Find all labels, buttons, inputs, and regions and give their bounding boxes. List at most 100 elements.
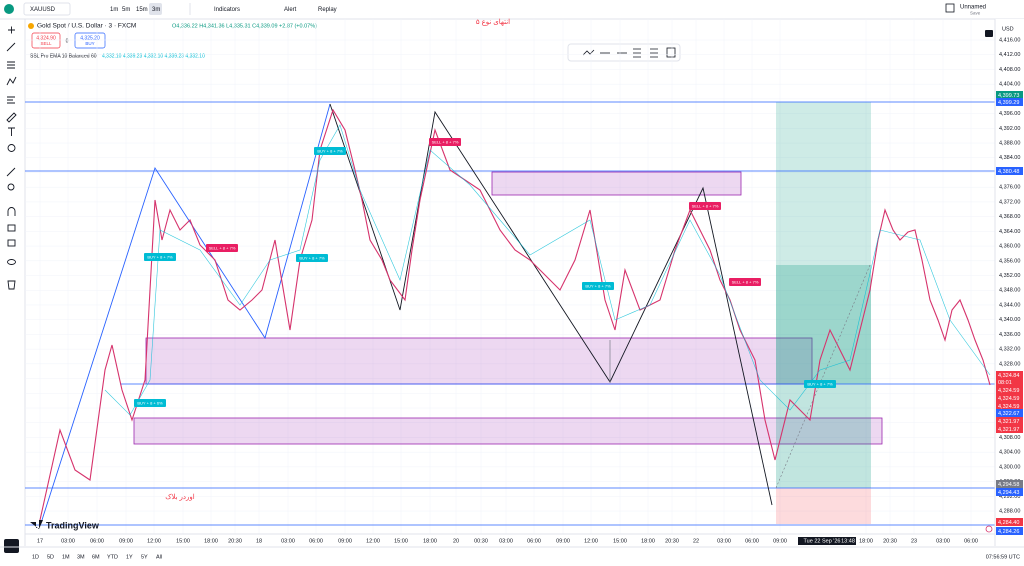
zoom-tool[interactable] [7,183,15,191]
layout-name[interactable]: Unnamed [960,5,986,11]
range-button[interactable]: All [156,554,162,560]
trade-path [775,264,871,489]
price-badge-label: 4,322.67 [998,411,1019,417]
price-badge-label: 4,284.40 [998,520,1019,526]
delete-tool[interactable] [7,280,16,290]
hide-tool[interactable] [7,259,16,265]
signal-label: SELL + 8 + 7% [209,245,236,250]
time-label: 15:00 [394,538,408,544]
range-button[interactable]: 1Y [126,554,133,560]
tool[interactable] [582,49,595,56]
time-label: 09:00 [119,538,133,544]
text-tool[interactable] [8,127,15,136]
sell-label: SELL [40,41,52,46]
magnet-tool[interactable] [7,207,16,216]
tool[interactable] [633,48,641,58]
signal-label: SELL + 8 + 7% [692,203,719,208]
sell-button[interactable] [31,32,61,49]
time-label: 06:00 [309,538,323,544]
price-label: 4,388.00 [999,140,1020,146]
brush-tool[interactable] [6,112,17,123]
price-label: 4,328.00 [999,361,1020,367]
crosshair-tool[interactable] [8,26,15,34]
price-badge [996,488,1023,496]
avatar[interactable] [4,4,14,14]
replay-button[interactable]: Replay [318,7,337,13]
time-label: 09:00 [338,538,352,544]
signal-label: BUY + 8 + 6% [137,400,163,405]
range-button[interactable]: 5D [47,554,54,560]
signal-badge [314,147,346,155]
indicators-button[interactable]: Indicators [214,7,240,13]
price-badge-label: 08:01 [998,380,1012,386]
alert-marker [985,525,993,533]
object-tree[interactable] [4,539,19,553]
range-button[interactable]: 3M [77,554,85,560]
lock-tool[interactable] [7,224,16,232]
price-label: 4,376.00 [999,185,1020,191]
price-label: 4,360.00 [999,244,1020,250]
interval[interactable]: 1m [110,7,118,13]
time-badge [798,537,856,545]
time-label: Tue 22 Sep '26 [804,538,841,544]
indicator-values: 4,332.10 4,339.23 4,332.10 4,339.23 4,33… [102,53,205,59]
time-label: 20:30 [228,538,242,544]
interval[interactable]: 3m [152,7,160,13]
price-badge-label: 4,284.26 [998,529,1019,535]
trend-line-tool[interactable] [6,42,16,52]
time-label: 03:00 [281,538,295,544]
price-badge-label: 4,321.97 [998,427,1019,433]
price-badge-label: 4,324.84 [998,373,1019,379]
price-badge-label: 4,324.59 [998,396,1019,402]
time-label: 12:00 [147,538,161,544]
price-label: 4,416.00 [999,37,1020,43]
price-badge [996,527,1023,535]
interval[interactable]: 15m [136,7,148,13]
time-label: 18:00 [641,538,655,544]
tool[interactable] [650,48,658,58]
price-badge-label: 4,321.97 [998,419,1019,425]
price-label: 4,392.00 [999,126,1020,132]
price-label: 4,332.00 [999,347,1020,353]
price-axis [995,19,1024,546]
alert-button[interactable]: Alert [284,7,297,13]
range-button[interactable]: 5Y [141,554,148,560]
axis-settings[interactable] [985,30,993,37]
range-button[interactable]: 6M [92,554,100,560]
ruler-tool[interactable] [6,167,16,177]
signal-badge [729,278,761,286]
interval[interactable]: 5m [122,7,130,13]
forecast-tool[interactable] [7,96,15,104]
time-label: 18 [256,538,262,544]
range-button[interactable]: YTD [107,554,118,560]
spread: 0 [66,38,69,44]
time-label: 06:00 [964,538,978,544]
price-label: 4,384.00 [999,155,1020,161]
brand: TradingView [46,520,100,530]
fib-tool[interactable] [7,61,15,69]
buy-button[interactable] [74,32,106,49]
tool[interactable] [666,47,676,58]
symbol-search[interactable] [23,2,71,16]
time-label: 03:00 [61,538,75,544]
signal-label: BUY + 8 + 7% [807,381,833,386]
signal-label: SELL + 8 + 7% [732,279,759,284]
price-label: 4,292.00 [999,494,1020,500]
time-label: 06:00 [527,538,541,544]
range-button[interactable]: 1M [62,554,70,560]
time-label: 12:00 [584,538,598,544]
save-button[interactable]: Save [970,11,981,16]
price-badge [996,378,1023,386]
price-badge-label: 4,324.59 [998,404,1019,410]
emoji-tool[interactable] [7,144,16,152]
checkbox[interactable] [945,3,955,13]
pattern-tool[interactable] [6,76,17,86]
range-button[interactable]: 1D [32,554,39,560]
price-badge [996,91,1023,99]
time-label: 09:00 [773,538,787,544]
time-label: 03:00 [936,538,950,544]
price-label: 4,288.00 [999,508,1020,514]
lock-all-tool[interactable] [7,239,16,247]
time-label: 23 [911,538,917,544]
